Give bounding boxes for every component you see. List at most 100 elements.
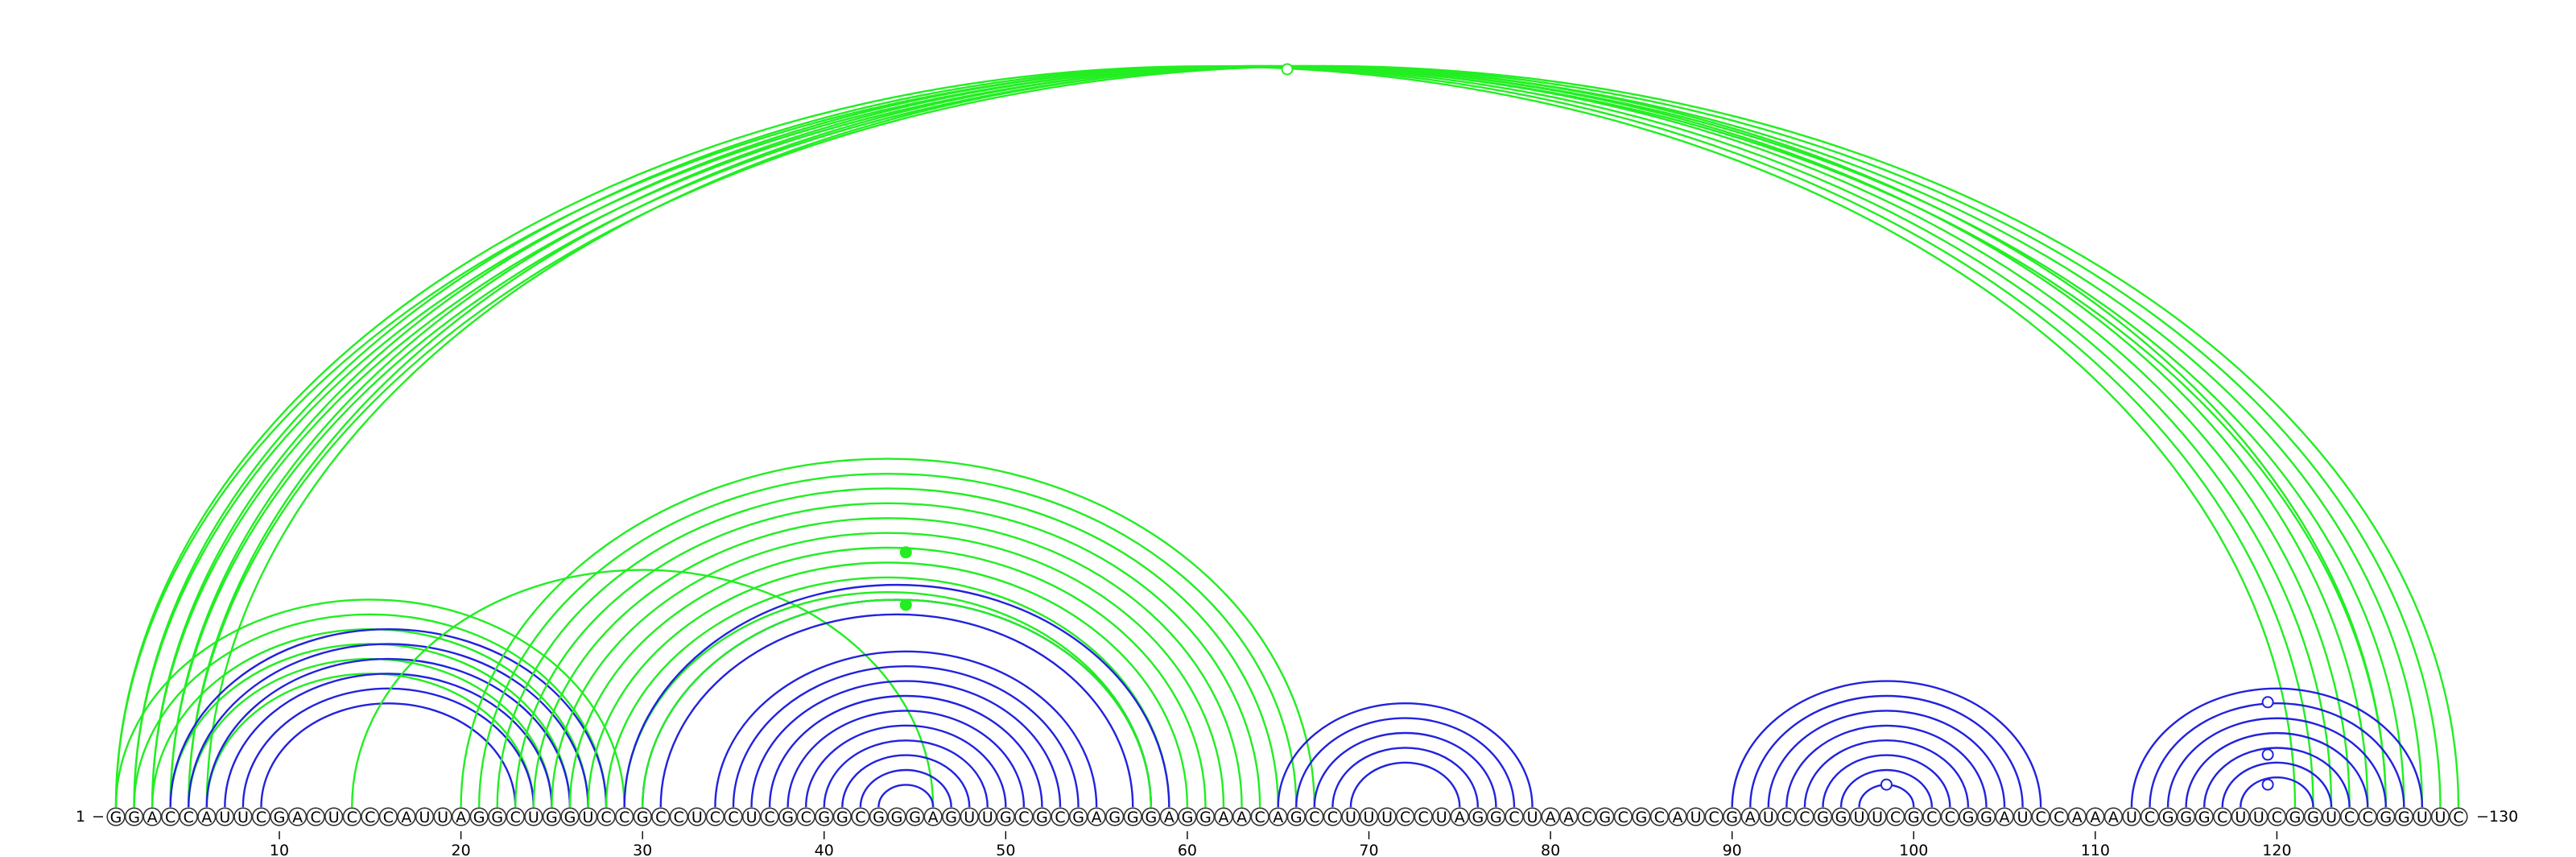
- nucleotide-circle: [1232, 807, 1252, 826]
- nucleotide-letter: C: [1781, 809, 1792, 826]
- nucleotide-letter: G: [1000, 809, 1012, 826]
- nucleotide-circle: [1014, 807, 1034, 826]
- axis-tick-label: 20: [452, 842, 471, 857]
- nucleotide-letter: A: [1164, 809, 1174, 826]
- nucleotide-letter: U: [1854, 809, 1865, 826]
- nucleotide-letter: G: [945, 809, 957, 826]
- nucleotide-circle: [1577, 807, 1596, 826]
- blue-open-marker: [1880, 778, 1893, 791]
- axis-tick-label: 40: [815, 842, 834, 857]
- nucleotide-circle: [1777, 807, 1796, 826]
- nucleotide-letter: G: [128, 809, 140, 826]
- markers-layer: [899, 63, 2274, 791]
- blue-arc-42-47: [859, 769, 952, 808]
- nucleotide-circle: [361, 807, 380, 826]
- nucleotide-letter: U: [2235, 809, 2246, 826]
- nucleotide-letter: U: [2434, 809, 2446, 826]
- nucleotide-letter: U: [437, 809, 448, 826]
- nucleotide-letter: G: [2180, 809, 2192, 826]
- nucleotide-circle: [905, 807, 925, 826]
- nucleotide-circle: [1723, 807, 1742, 826]
- blue-arc-65-79: [1277, 702, 1534, 808]
- nucleotide-circle: [2158, 807, 2178, 826]
- nucleotide-circle: [1105, 807, 1125, 826]
- blue-arc-36-53: [750, 681, 1062, 808]
- nucleotide-letter: C: [2272, 809, 2282, 826]
- nucleotide-letter: C: [2054, 809, 2064, 826]
- nucleotide-circle: [197, 807, 217, 826]
- nucleotide-letter: U: [1381, 809, 1393, 826]
- nucleotide-letter: G: [782, 809, 794, 826]
- nucleotide-circle: [2050, 807, 2069, 826]
- nucleotide-letter: U: [1527, 809, 1538, 826]
- nucleotide-letter: A: [401, 809, 411, 826]
- nucleotide-letter: C: [184, 809, 194, 826]
- nucleotide-letter: C: [1327, 809, 1338, 826]
- green-arc-23-64: [515, 503, 1260, 807]
- nucleotide-circle: [1886, 807, 1905, 826]
- nucleotide-letter: U: [982, 809, 993, 826]
- nucleotide-letter: C: [1926, 809, 1937, 826]
- nucleotide-letter: C: [728, 809, 738, 826]
- nucleotide-letter: U: [1690, 809, 1702, 826]
- blue-arc-6-26: [205, 657, 572, 808]
- nucleotide-circle: [1141, 807, 1161, 826]
- nucleotide-circle: [2358, 807, 2377, 826]
- nucleotide-circle: [1904, 807, 1923, 826]
- nucleotide-circle: [1359, 807, 1379, 826]
- nucleotide-circle: [397, 807, 416, 826]
- nucleotide-letter: C: [510, 809, 521, 826]
- nucleotide-letter: U: [1872, 809, 1883, 826]
- blue-arc-116-124: [2202, 747, 2351, 808]
- green-arc-25-62: [551, 532, 1225, 808]
- nucleotide-circle: [1305, 807, 1324, 826]
- nucleotide-letter: A: [1236, 809, 1247, 826]
- nucleotide-letter: C: [1255, 809, 1265, 826]
- blue-arc-40-49: [823, 739, 989, 808]
- blue-arc-114-126: [2166, 717, 2387, 808]
- nucleotide-circle: [2340, 807, 2359, 826]
- green-arc-20-67: [460, 457, 1316, 808]
- nucleotide-letter: U: [964, 809, 975, 826]
- nucleotide-letter: U: [2326, 809, 2337, 826]
- nucleotide-circle: [2031, 807, 2050, 826]
- blue-arc-93-104: [1785, 724, 1988, 808]
- nucleotide-circle: [324, 807, 344, 826]
- blue-arc-35-54: [732, 665, 1080, 808]
- nucleotide-letter: C: [347, 809, 357, 826]
- nucleotide-letter: G: [1290, 809, 1302, 826]
- blue-arc-112-128: [2130, 687, 2424, 808]
- nucleotide-circle: [578, 807, 598, 826]
- nucleotide-letter: G: [818, 809, 830, 826]
- nucleotide-letter: C: [2217, 809, 2227, 826]
- nucleotide-letter: A: [1219, 809, 1229, 826]
- blue-arc-29-59: [623, 584, 1170, 808]
- green-open-marker: [1281, 63, 1294, 76]
- nucleotide-letter: U: [691, 809, 703, 826]
- blue-arc-9-23: [260, 702, 517, 808]
- nucleotide-circle: [1159, 807, 1179, 826]
- nucleotide-letter: A: [1273, 809, 1283, 826]
- green-arc-3-128: [151, 64, 2424, 808]
- nucleotide-circle: [452, 807, 471, 826]
- nucleotide-letter: C: [1509, 809, 1519, 826]
- nucleotide-letter: C: [310, 809, 320, 826]
- nucleotide-letter: U: [1364, 809, 1375, 826]
- green-arc-2-127: [133, 64, 2405, 808]
- nucleotide-circle: [960, 807, 979, 826]
- blue-arc-115-125: [2185, 732, 2369, 808]
- nucleotide-circle: [2249, 807, 2268, 826]
- green-arc-22-65: [496, 487, 1279, 808]
- nucleotide-circle: [1068, 807, 1088, 826]
- nucleotide-letter: A: [2108, 809, 2119, 826]
- axis-tick-label: 120: [2262, 842, 2291, 857]
- nucleotide-circle: [270, 807, 289, 826]
- nucleotide-circle: [1686, 807, 1706, 826]
- nucleotide-circle: [597, 807, 616, 826]
- nucleotide-letter: C: [674, 809, 684, 826]
- nucleotide-letter: C: [764, 809, 774, 826]
- nucleotide-circle: [124, 807, 144, 826]
- nucleotide-letter: G: [473, 809, 485, 826]
